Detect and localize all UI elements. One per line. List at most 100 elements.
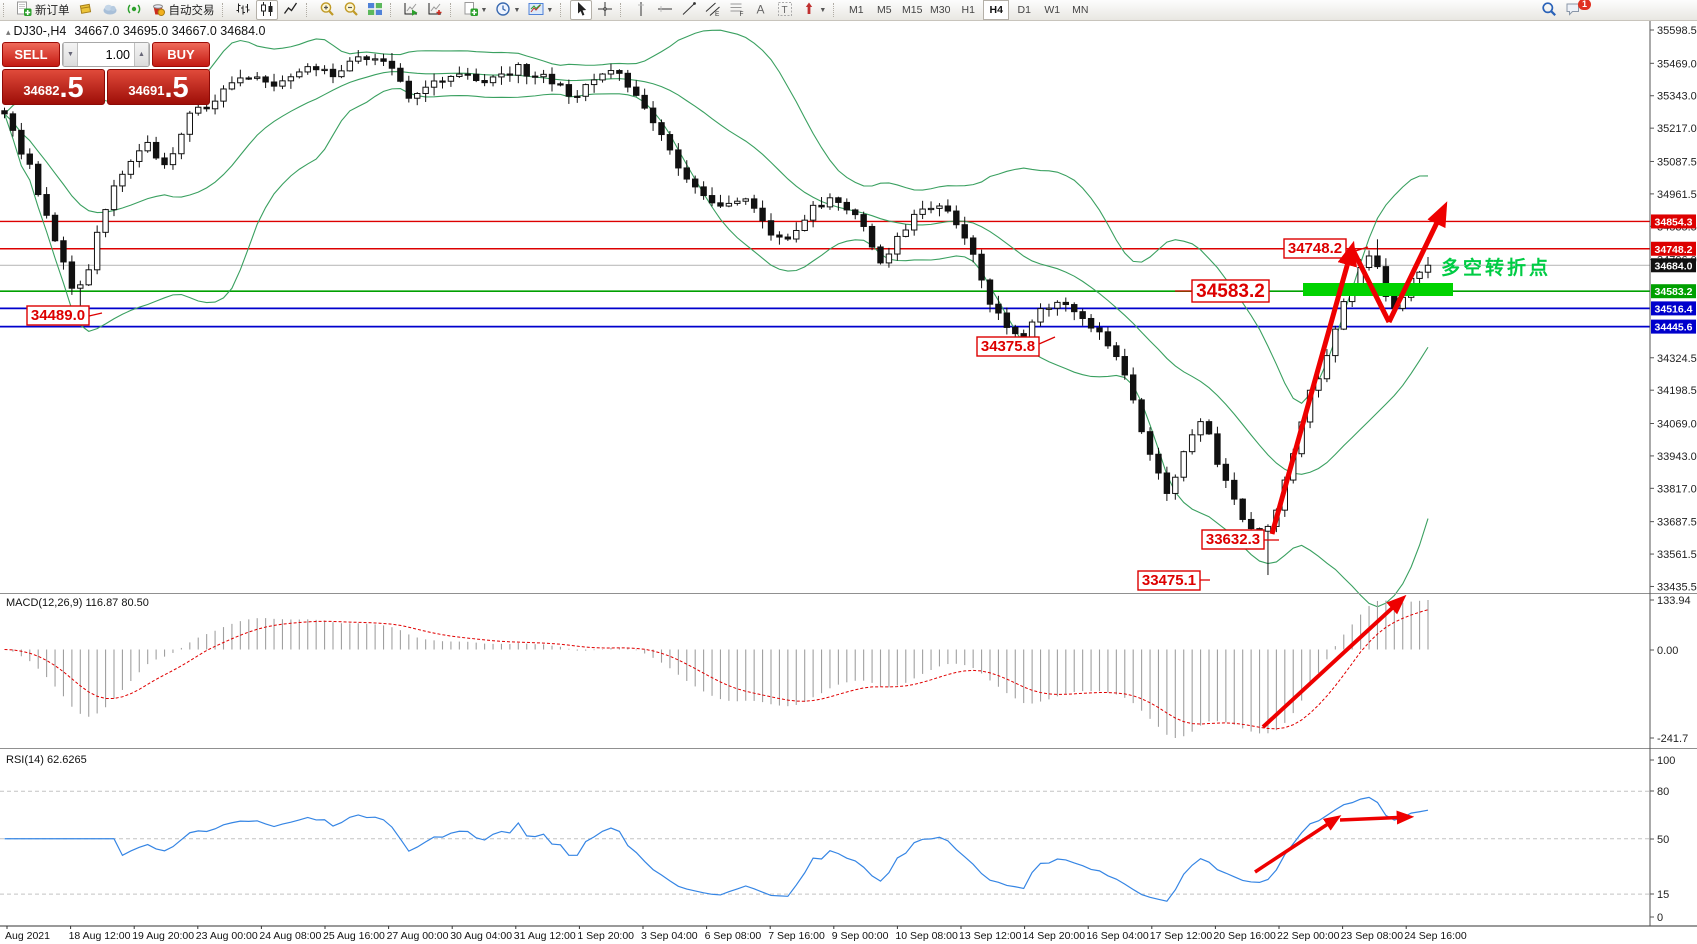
linechart-button[interactable] — [280, 0, 302, 20]
toolbar-group-handle[interactable] — [620, 3, 625, 17]
price-badge — [1651, 214, 1696, 229]
price-annotation-label[interactable]: 34489.0 — [26, 305, 90, 326]
sell-button[interactable]: SELL — [2, 42, 60, 67]
hline-icon — [657, 1, 673, 20]
search-button[interactable] — [1538, 0, 1560, 20]
search-icon — [1541, 1, 1557, 20]
price-badge — [1651, 319, 1696, 334]
autotrade-button[interactable]: 自动交易 — [147, 0, 218, 20]
price-annotation-label[interactable]: 34375.8 — [976, 336, 1040, 357]
timeframe-MN-button[interactable]: MN — [1072, 4, 1089, 16]
dropdown-caret-icon[interactable]: ▼ — [513, 6, 521, 14]
timeframe-M15-button[interactable]: M15 — [902, 4, 923, 16]
price-badge — [1651, 241, 1696, 256]
price-tick: 34961.5 — [1657, 189, 1697, 201]
doc-plus-button[interactable]: ▼ — [460, 0, 491, 20]
toolbar-group-handle[interactable] — [833, 3, 838, 17]
toolbar-group-handle[interactable] — [305, 3, 311, 17]
trend-arrow[interactable] — [1339, 810, 1415, 825]
zoom-out-button[interactable] — [340, 0, 362, 20]
volume-decrease-button[interactable]: ▼ — [63, 43, 78, 66]
vline-button[interactable] — [630, 0, 652, 20]
price-annotation-label[interactable]: 34748.2 — [1283, 238, 1347, 259]
bollinger-mid-band — [4, 71, 1429, 475]
cube-button[interactable] — [75, 0, 97, 20]
timeframe-H4-button[interactable]: H4 — [983, 0, 1010, 20]
new-order-button[interactable]: 新订单 — [13, 0, 73, 20]
toolbar-group-handle[interactable] — [389, 3, 395, 17]
svg-text:T: T — [782, 5, 788, 16]
arrows-button[interactable]: ▼ — [798, 0, 829, 20]
trend-arrow[interactable] — [1269, 240, 1357, 535]
channel-button[interactable]: E — [702, 0, 724, 20]
timeframe-M1-button[interactable]: M1 — [848, 4, 864, 16]
cursor-button[interactable] — [570, 0, 593, 20]
textA-button[interactable]: A — [750, 0, 772, 20]
textT-button[interactable]: T — [774, 0, 796, 20]
chinese-note-annotation[interactable]: 多空转折点 — [1441, 256, 1551, 279]
svg-text:34583.2: 34583.2 — [1196, 281, 1265, 302]
price-annotation-label[interactable]: 33632.3 — [1201, 529, 1265, 550]
sell-price-display[interactable]: 34682.5 — [2, 69, 105, 105]
collapse-icon[interactable]: ▴ — [6, 27, 11, 37]
zoom-in-button[interactable] — [316, 0, 338, 20]
trend-arrow[interactable] — [1254, 815, 1342, 874]
tiles-button[interactable] — [364, 0, 386, 20]
dropdown-caret-icon[interactable]: ▼ — [819, 6, 827, 14]
notifications-button[interactable]: 1 — [1562, 0, 1591, 20]
macd-tick: 133.94 — [1657, 595, 1691, 607]
fibo-button[interactable]: F — [726, 0, 748, 20]
timeframe-W1-button[interactable]: W1 — [1044, 4, 1061, 16]
new-order-label: 新订单 — [35, 5, 70, 17]
timeframe-M30-button[interactable]: M30 — [930, 4, 951, 16]
cube-icon — [78, 1, 94, 20]
price-annotation-label[interactable]: 34583.2 — [1191, 279, 1270, 303]
svg-text:34489.0: 34489.0 — [31, 307, 85, 324]
buy-button[interactable]: BUY — [152, 42, 210, 67]
buy-price-display[interactable]: 34691.5 — [107, 69, 210, 105]
fibo-icon: F — [729, 1, 745, 20]
macd-label: MACD(12,26,9) 116.87 80.50 — [6, 597, 149, 609]
arrows-icon — [801, 1, 817, 20]
toolbar-group-handle[interactable] — [221, 3, 227, 17]
timeframe-M5-button[interactable]: M5 — [876, 4, 892, 16]
chart-title: ▴ DJ30-,H4 34667.0 34695.0 34667.0 34684.0 — [6, 24, 265, 38]
highlight-zone[interactable] — [1303, 283, 1453, 296]
price-annotation-label[interactable]: 33475.1 — [1137, 570, 1201, 591]
signal-button[interactable] — [123, 0, 145, 20]
price-badge-text: 34854.3 — [1655, 216, 1693, 228]
price-tick: 33943.0 — [1657, 451, 1697, 463]
price-tick: 35343.0 — [1657, 91, 1697, 103]
clock-button[interactable]: ▼ — [492, 0, 523, 20]
trendline-button[interactable] — [678, 0, 700, 20]
candles-button[interactable] — [255, 0, 278, 20]
price-tick: 34198.5 — [1657, 385, 1697, 397]
crosshair-button[interactable] — [594, 0, 616, 20]
bars-button[interactable] — [232, 0, 254, 20]
volume-increase-button[interactable]: ▲ — [134, 43, 149, 66]
price-tick: 34324.5 — [1657, 353, 1697, 365]
toolbar-group-handle[interactable] — [560, 3, 565, 17]
cursor-icon — [573, 1, 589, 20]
trend-arrow[interactable] — [1261, 594, 1407, 729]
zoom-out-icon — [343, 1, 359, 20]
chart-plus-button[interactable] — [424, 0, 446, 20]
hline-button[interactable] — [654, 0, 676, 20]
price-badge-text: 34583.2 — [1655, 286, 1693, 298]
volume-input[interactable] — [78, 43, 134, 66]
dropdown-caret-icon[interactable]: ▼ — [480, 6, 488, 14]
timeframe-D1-button[interactable]: D1 — [1017, 4, 1031, 16]
cloud-button[interactable] — [99, 0, 121, 20]
dropdown-caret-icon[interactable]: ▼ — [546, 6, 554, 14]
toolbar-group-handle[interactable] — [3, 3, 8, 17]
chart-play-button[interactable] — [400, 0, 422, 20]
toolbar-group-handle[interactable] — [449, 3, 455, 17]
price-tick: 34069.0 — [1657, 418, 1697, 430]
timeframe-H1-button[interactable]: H1 — [961, 4, 975, 16]
trend-arrow[interactable] — [1386, 201, 1448, 324]
chart-img-button[interactable]: ▼ — [525, 0, 556, 20]
crosshair-icon — [597, 1, 613, 20]
trend-arrow[interactable] — [1349, 246, 1392, 324]
